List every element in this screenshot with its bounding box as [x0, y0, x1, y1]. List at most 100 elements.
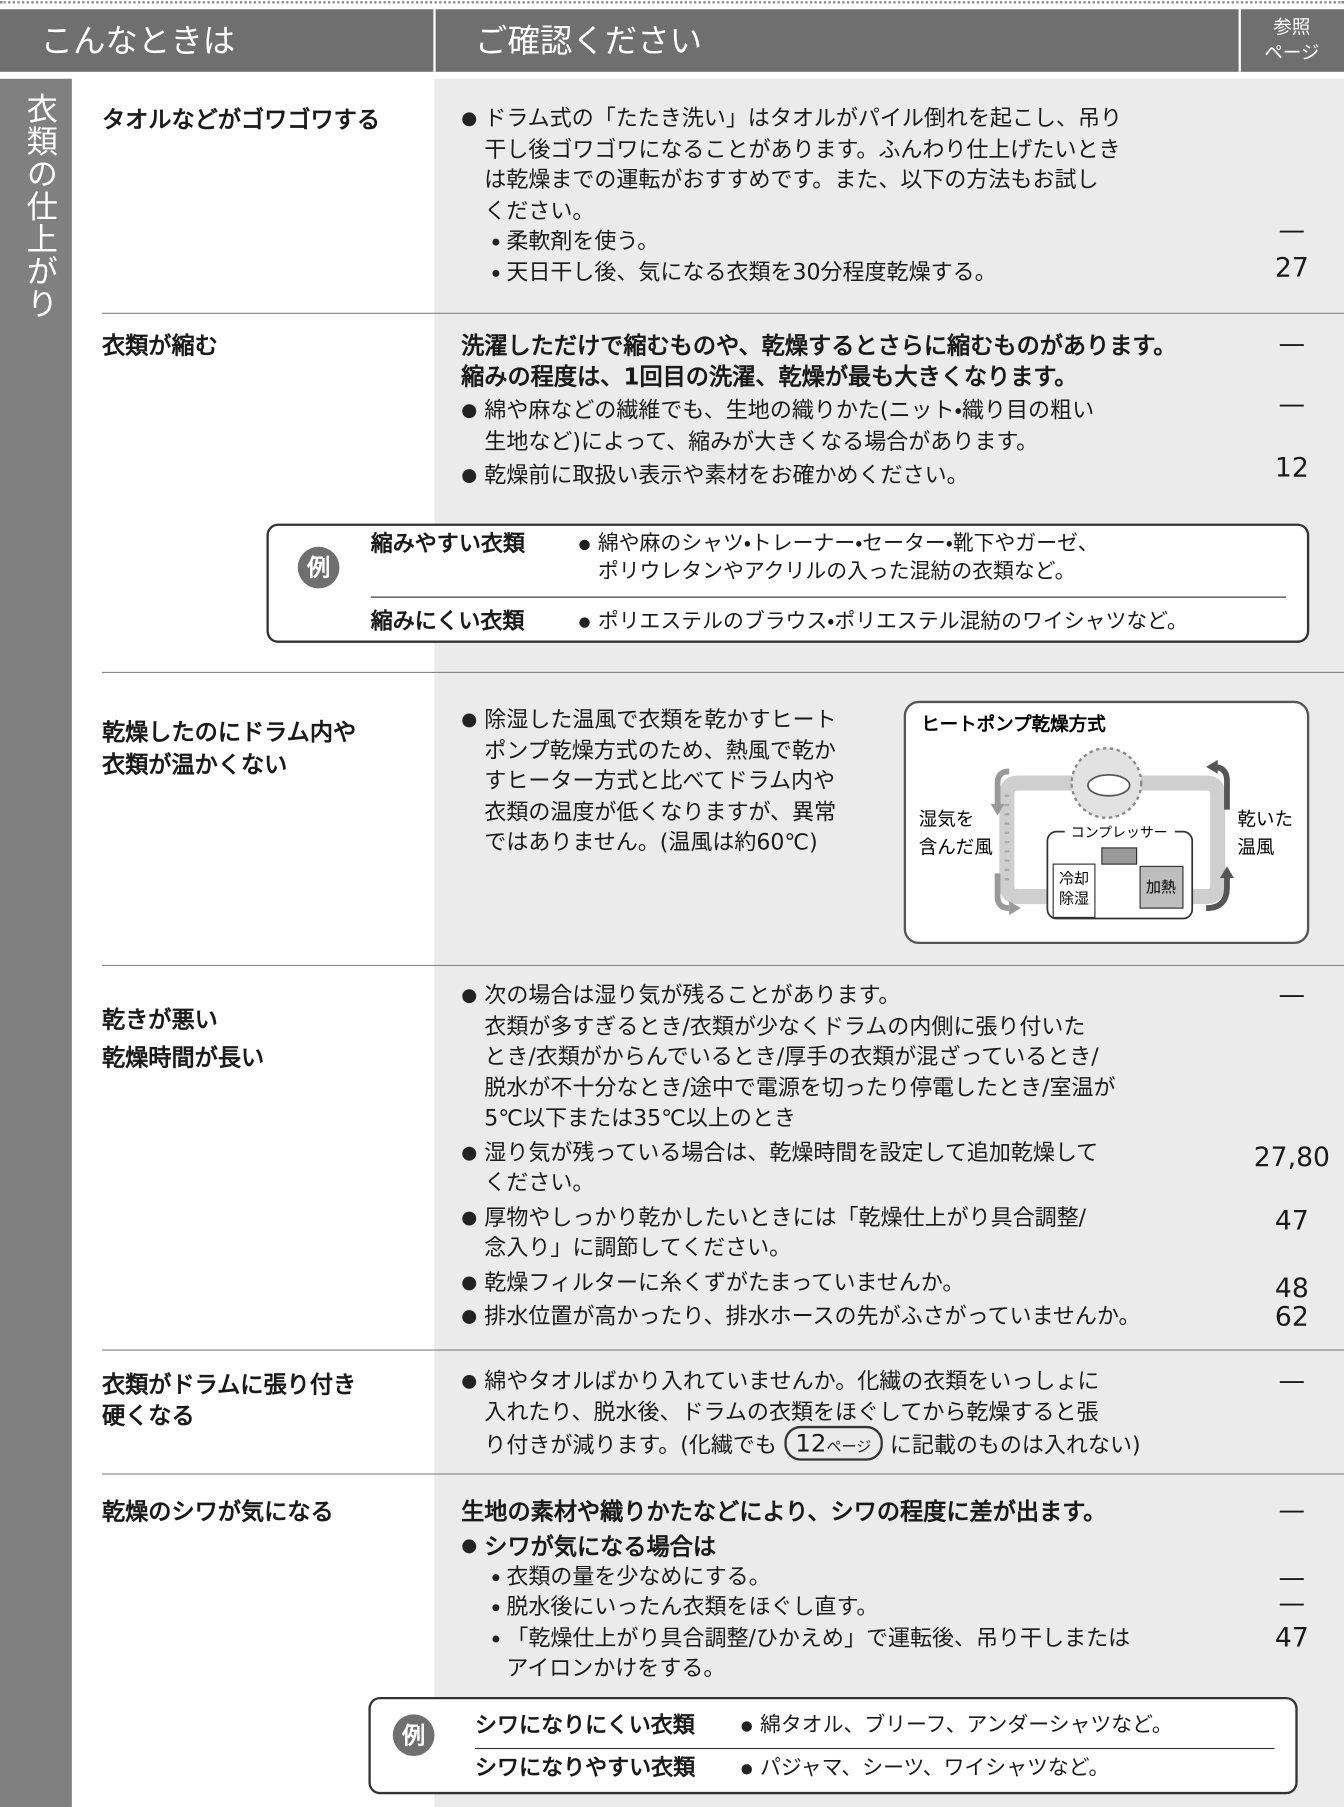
page-reference: 62 — [1274, 1302, 1309, 1333]
example-text: パジャマ、シーツ、ワイシャツなど。 — [760, 1756, 1110, 1781]
left-label: 湿気を — [919, 810, 975, 831]
bullet — [462, 1310, 477, 1324]
example-label: シワになりやすい衣類 — [475, 1755, 696, 1781]
cooling-label: 除湿 — [1059, 889, 1089, 907]
separator — [101, 671, 1344, 673]
problem-text: タオルなどがゴワゴワする — [101, 105, 381, 134]
bullet-text: 5℃以下または35℃以上のとき — [484, 1105, 796, 1132]
page-reference: — — [1278, 980, 1306, 1011]
heating-label: 加熱 — [1146, 878, 1176, 896]
sub-item-text: 天日干し後、気になる衣類を30分程度乾燥する。 — [506, 259, 997, 285]
page-ref: 12 ページ — [783, 1425, 883, 1461]
header-problem: こんなときは — [40, 22, 236, 61]
diagram-title: ヒートポンプ乾燥方式 — [921, 714, 1106, 736]
separator — [101, 964, 1344, 967]
bullet — [740, 1720, 752, 1732]
page-number: 12 — [795, 1429, 827, 1458]
side-strip — [0, 78, 72, 1807]
bullet — [492, 1604, 500, 1612]
bullet-text: ください。 — [484, 1170, 595, 1196]
right-label: 温風 — [1237, 837, 1274, 858]
separator — [370, 596, 1287, 598]
page-reference: 27,80 — [1253, 1142, 1331, 1173]
compressor — [1101, 847, 1138, 865]
text: り付きが減ります。(化繊でも — [484, 1432, 777, 1458]
bullet-text: 排水位置が高かったり、排水ホースの先がふさがっていませんか。 — [484, 1303, 1141, 1330]
problem-text: 衣類が温かくない — [101, 750, 288, 779]
bullet-text: シワが気になる場合は — [484, 1532, 717, 1561]
compressor-label: コンプレッサー — [1071, 825, 1168, 841]
bullet — [492, 1634, 500, 1642]
page-reference: — — [1278, 1588, 1306, 1619]
page-reference: 47 — [1274, 1623, 1309, 1654]
bullet — [462, 989, 477, 1004]
bullet-text: 次の場合は湿り気が残ることがあります。 — [484, 982, 901, 1009]
arrow-head — [990, 803, 1005, 816]
example-text: ポリウレタンやアクリルの入った混紡の衣類など。 — [597, 559, 1076, 584]
right-label: 乾いた — [1237, 810, 1293, 831]
example-badge-text: 例 — [307, 553, 331, 582]
arrow — [1205, 873, 1230, 912]
bullet-text: 綿や麻などの繊維でも、生地の織りかた(ニット・織り目の粗い — [484, 397, 1095, 424]
example-label: 縮みにくい衣類 — [370, 608, 525, 635]
heat-pump-diagram: ヒートポンプ乾燥方式 湿気を 含んだ風 乾いた 温風 コンプレッサー 冷却 除湿… — [903, 700, 1310, 945]
bullet-text: 衣類が多すぎるとき/衣類が少なくドラムの内側に張り付いた — [484, 1013, 1086, 1040]
header-bar — [0, 9, 1344, 72]
page-reference: 27 — [1274, 253, 1309, 284]
problem-text: 衣類がドラムに張り付き — [101, 1370, 357, 1399]
section-label: 衣類の仕上がり — [20, 92, 57, 320]
bullet — [462, 1211, 477, 1225]
arrow — [994, 873, 1010, 912]
bullet-text: 厚物やしっかり乾かしたいときには「乾燥仕上がり具合調整/ — [484, 1204, 1087, 1231]
sub-item-text: 「乾燥仕上がり具合調整/ひかえめ」で運転後、吊り干しまたは — [506, 1625, 1131, 1651]
bullet-text: は乾燥までの運転がおすすめです。また、以下の方法もお試し — [484, 167, 1099, 193]
bullet — [462, 404, 477, 419]
lead-text: 縮みの程度は、1回目の洗濯、乾燥が最も大きくなります。 — [461, 362, 1078, 391]
lead-text: 洗濯しただけで縮むものや、乾燥するとさらに縮むものがあります。 — [461, 331, 1177, 360]
header-divider — [433, 9, 436, 72]
bullet-text: 除湿した温風で衣類を乾かすヒート — [484, 707, 837, 733]
problem-text: 乾きが悪い — [101, 1005, 218, 1034]
bullet — [492, 269, 500, 277]
problem-text: 衣類が縮む — [101, 331, 218, 360]
cooling-unit — [1052, 863, 1096, 918]
bullet-text: 綿やタオルばかり入れていませんか。化繊の衣類をいっしょに — [484, 1368, 1100, 1395]
example-box — [368, 1696, 1298, 1795]
separator — [101, 1473, 1344, 1475]
page-reference: 12 — [1274, 453, 1309, 484]
sub-item-text: 脱水後にいったん衣類をほぐし直す。 — [506, 1594, 879, 1620]
arrow-head — [1220, 866, 1234, 879]
bullet — [462, 1275, 477, 1290]
bullet — [462, 713, 477, 728]
bullet — [462, 1374, 477, 1389]
bullet-text: 脱水が不十分なとき/途中で電源を切ったり停電したとき/室温が — [484, 1074, 1116, 1101]
problem-text: 乾燥時間が長い — [101, 1043, 265, 1072]
text: に記載のものは入れない) — [889, 1432, 1141, 1458]
bullet — [578, 616, 590, 628]
clothes — [1087, 774, 1131, 797]
bullet — [462, 1146, 477, 1161]
label-bg — [1064, 823, 1175, 840]
example-badge — [297, 546, 340, 589]
example-box — [266, 523, 1310, 643]
page-reference: — — [1278, 1563, 1306, 1594]
example-badge-text: 例 — [402, 1721, 426, 1750]
arrow — [994, 768, 1010, 810]
bullet-text: 乾燥フィルターに糸くずがたまっていませんか。 — [484, 1269, 965, 1296]
bullet — [462, 469, 477, 484]
example-text: 綿や麻のシャツ・トレーナー・セーター・靴下やガーゼ、 — [597, 531, 1099, 556]
page-reference: — — [1278, 1366, 1306, 1397]
bullet — [492, 1573, 500, 1581]
problem-text: 乾燥したのにドラム内や — [101, 718, 357, 746]
bullet — [740, 1763, 752, 1774]
bullet-text: 乾燥前に取扱い表示や素材をお確かめください。 — [484, 462, 969, 489]
bullet-text: すヒーター方式と比べてドラム内や — [484, 768, 835, 795]
example-label: シワになりにくい衣類 — [475, 1712, 695, 1739]
header-divider — [1238, 9, 1241, 72]
lead-text: 生地の素材や織りかたなどにより、シワの程度に差が出ます。 — [461, 1497, 1107, 1526]
page-reference: — — [1278, 329, 1306, 360]
bullet — [578, 539, 590, 550]
page-reference: — — [1278, 216, 1306, 247]
